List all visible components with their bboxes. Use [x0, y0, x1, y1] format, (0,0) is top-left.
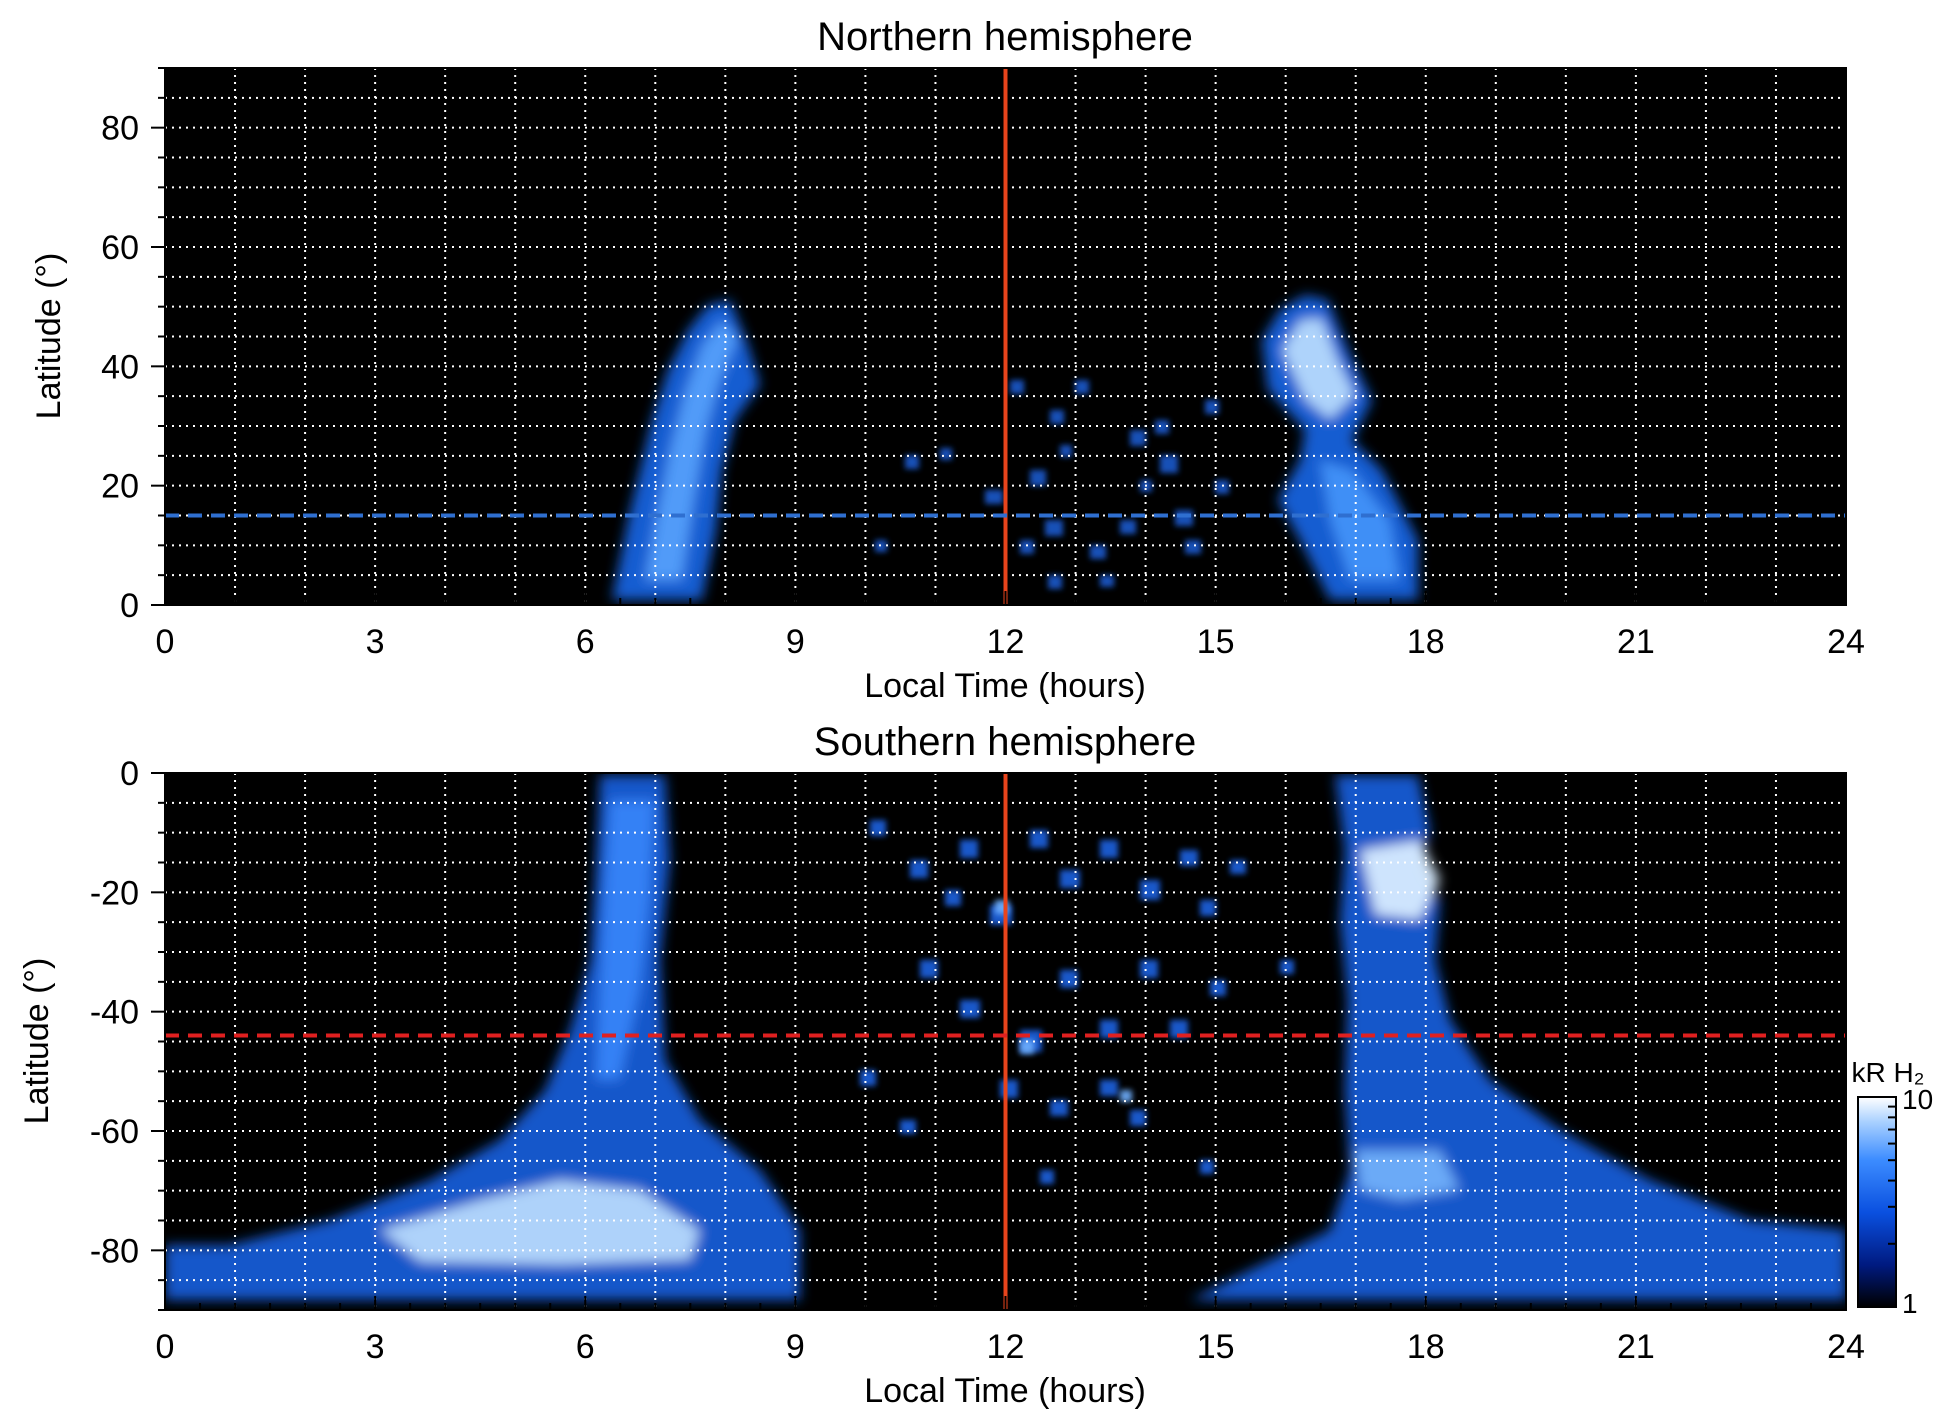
south-title: Southern hemisphere — [814, 720, 1196, 764]
x-tick-label: 21 — [1617, 623, 1655, 661]
north-xlabel: Local Time (hours) — [864, 667, 1146, 705]
north-panel: Northern hemisphere — [30, 15, 1865, 705]
x-tick-label: 21 — [1617, 1328, 1655, 1366]
south-emission — [165, 775, 1846, 1300]
south-ylabel: Latitude (°) — [18, 958, 56, 1125]
north-dusk-arc-core — [1282, 318, 1355, 420]
y-tick-label: 60 — [101, 229, 139, 267]
y-tick-label: 20 — [101, 468, 139, 506]
x-tick-label: 12 — [987, 1328, 1025, 1366]
north-title: Northern hemisphere — [817, 15, 1193, 59]
x-tick-label: 15 — [1197, 623, 1235, 661]
x-tick-label: 6 — [576, 623, 595, 661]
north-dawn-arc-core — [645, 320, 738, 580]
south-dawn-oval-core — [380, 1180, 700, 1265]
colorbar-tick-label: 1 — [1902, 1288, 1918, 1319]
x-tick-label: 18 — [1407, 1328, 1445, 1366]
x-tick-label: 9 — [786, 1328, 805, 1366]
south-xlabel: Local Time (hours) — [864, 1372, 1146, 1410]
south-axis-ticks: 0 3 6 9 12 15 18 21 24 0 -20 -40 -60 -80 — [90, 755, 1865, 1366]
y-tick-label: -60 — [90, 1113, 139, 1151]
north-axis-ticks: 0 3 6 9 12 15 18 21 24 0 20 40 60 80 — [101, 67, 1865, 661]
colorbar-ticks: 1 10 — [1888, 1084, 1933, 1319]
colorbar-label: kR H₂ — [1851, 1057, 1924, 1088]
north-emission — [612, 295, 1418, 600]
x-tick-label: 0 — [156, 623, 175, 661]
x-tick-label: 3 — [366, 623, 385, 661]
x-tick-label: 24 — [1827, 1328, 1865, 1366]
x-tick-label: 3 — [366, 1328, 385, 1366]
y-tick-label: 80 — [101, 110, 139, 148]
x-tick-label: 6 — [576, 1328, 595, 1366]
x-tick-label: 9 — [786, 623, 805, 661]
y-tick-label: -80 — [90, 1232, 139, 1270]
colorbar-tick-label: 10 — [1902, 1084, 1933, 1115]
x-tick-label: 15 — [1197, 1328, 1235, 1366]
north-reference-lines — [165, 68, 1846, 605]
south-panel: Southern hemisphere — [18, 720, 1865, 1410]
colorbar-gradient — [1857, 1096, 1897, 1308]
north-ylabel: Latitude (°) — [30, 253, 68, 420]
y-tick-label: 0 — [120, 755, 139, 793]
south-dusk-oval — [1190, 775, 1846, 1300]
y-tick-label: -40 — [90, 994, 139, 1032]
x-tick-label: 18 — [1407, 623, 1445, 661]
y-tick-label: 40 — [101, 348, 139, 386]
y-tick-label: -20 — [90, 874, 139, 912]
colorbar: kR H₂ 1 10 — [1851, 1057, 1933, 1319]
south-dusk-oval-core — [1360, 840, 1440, 920]
x-tick-label: 0 — [156, 1328, 175, 1366]
y-tick-label: 0 — [120, 587, 139, 625]
x-tick-label: 24 — [1827, 623, 1865, 661]
south-reference-lines — [165, 773, 1846, 1310]
x-tick-label: 12 — [987, 623, 1025, 661]
